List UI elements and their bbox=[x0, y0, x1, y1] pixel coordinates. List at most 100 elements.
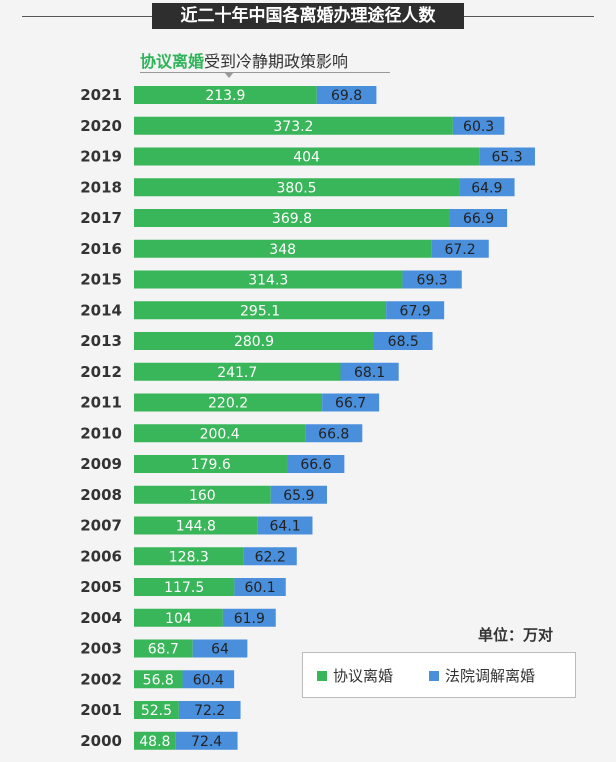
value-label-court: 69.8 bbox=[331, 88, 362, 104]
year-label: 2010 bbox=[80, 424, 122, 442]
bar-court bbox=[243, 547, 297, 566]
bar-court bbox=[374, 332, 433, 350]
value-label-court: 67.9 bbox=[400, 303, 431, 319]
value-label-court: 64 bbox=[211, 642, 229, 658]
value-label-court: 69.3 bbox=[417, 273, 448, 289]
bar-court bbox=[431, 239, 489, 258]
year-label: 2007 bbox=[80, 517, 122, 535]
value-label-agreement: 128.3 bbox=[169, 549, 209, 565]
bar-court bbox=[449, 209, 508, 227]
value-label-agreement: 48.8 bbox=[139, 734, 170, 750]
value-label-agreement: 404 bbox=[293, 150, 320, 166]
value-label-court: 60.3 bbox=[463, 119, 494, 135]
value-label-agreement: 314.3 bbox=[248, 273, 288, 289]
bar-agreement bbox=[134, 516, 258, 535]
bar-agreement bbox=[134, 301, 387, 320]
bar-court bbox=[322, 393, 380, 412]
value-label-court: 65.9 bbox=[283, 488, 314, 504]
year-label: 2004 bbox=[80, 609, 122, 627]
bar-court bbox=[305, 424, 363, 443]
value-label-agreement: 373.2 bbox=[273, 119, 313, 135]
title-rule-right bbox=[464, 16, 594, 17]
unit-label: 单位：万对 bbox=[478, 626, 554, 644]
bar-court bbox=[257, 516, 313, 535]
year-label: 2017 bbox=[80, 209, 122, 227]
value-label-court: 68.1 bbox=[354, 365, 385, 381]
bar-agreement bbox=[134, 147, 480, 166]
bar-agreement bbox=[134, 578, 235, 596]
value-label-court: 66.8 bbox=[318, 426, 349, 442]
legend-item-agreement: 协议离婚 bbox=[317, 665, 393, 686]
year-label: 2013 bbox=[80, 332, 122, 350]
bar-agreement bbox=[134, 731, 176, 750]
bar-agreement bbox=[134, 608, 223, 627]
year-label: 2000 bbox=[80, 732, 122, 750]
bar-court bbox=[182, 670, 235, 689]
year-label: 2009 bbox=[80, 455, 122, 473]
year-label: 2002 bbox=[80, 670, 122, 688]
year-label: 2016 bbox=[80, 240, 122, 258]
bar-court bbox=[287, 455, 345, 473]
value-label-agreement: 179.6 bbox=[191, 457, 231, 473]
value-label-agreement: 56.8 bbox=[143, 672, 174, 688]
value-label-agreement: 348 bbox=[269, 242, 296, 258]
legend-swatch-agreement bbox=[317, 670, 327, 681]
value-label-agreement: 241.7 bbox=[217, 365, 257, 381]
legend-label-court: 法院调解离婚 bbox=[445, 667, 536, 685]
subtitle-underline bbox=[140, 72, 390, 73]
value-label-agreement: 380.5 bbox=[277, 180, 317, 196]
bar-agreement bbox=[134, 332, 375, 350]
value-label-agreement: 68.7 bbox=[148, 642, 179, 658]
value-label-court: 64.9 bbox=[471, 180, 502, 196]
value-label-agreement: 160 bbox=[189, 488, 216, 504]
bar-court bbox=[234, 578, 286, 596]
value-label-agreement: 280.9 bbox=[234, 334, 274, 350]
bar-agreement bbox=[134, 485, 271, 504]
value-label-court: 66.6 bbox=[300, 457, 331, 473]
bar-agreement bbox=[134, 424, 306, 443]
value-label-agreement: 52.5 bbox=[141, 703, 172, 719]
bar-agreement bbox=[134, 86, 317, 104]
value-label-court: 60.1 bbox=[244, 580, 275, 596]
year-label: 2014 bbox=[80, 301, 122, 319]
legend-item-court: 法院调解离婚 bbox=[429, 665, 535, 686]
bar-court bbox=[340, 362, 399, 381]
bar-court bbox=[222, 608, 276, 627]
legend: 协议离婚 法院调解离婚 bbox=[302, 652, 576, 698]
bar-agreement bbox=[134, 639, 193, 658]
bar-agreement bbox=[134, 455, 288, 473]
value-label-court: 72.2 bbox=[194, 703, 225, 719]
year-label: 2006 bbox=[80, 547, 122, 565]
legend-swatch-court bbox=[429, 670, 439, 681]
bar-court bbox=[270, 485, 328, 504]
year-label: 2001 bbox=[80, 701, 122, 719]
year-label: 2012 bbox=[80, 363, 122, 381]
bar-court bbox=[178, 701, 241, 719]
value-label-agreement: 104 bbox=[165, 611, 192, 627]
bar-agreement bbox=[134, 239, 432, 258]
subtitle-highlight: 协议离婚 bbox=[140, 52, 205, 71]
legend-label-agreement: 协议离婚 bbox=[333, 667, 394, 685]
bar-court bbox=[459, 178, 515, 197]
bar-agreement bbox=[134, 209, 450, 227]
year-label: 2003 bbox=[80, 640, 122, 658]
value-label-court: 60.4 bbox=[193, 672, 224, 688]
bar-agreement bbox=[134, 670, 183, 689]
bar-agreement bbox=[134, 362, 341, 381]
value-label-agreement: 144.8 bbox=[176, 519, 216, 535]
value-label-court: 66.9 bbox=[463, 211, 494, 227]
bar-agreement bbox=[134, 270, 403, 289]
value-label-agreement: 213.9 bbox=[205, 88, 245, 104]
year-label: 2020 bbox=[80, 117, 122, 135]
year-label: 2005 bbox=[80, 578, 122, 596]
value-label-court: 72.4 bbox=[191, 734, 222, 750]
value-label-agreement: 369.8 bbox=[272, 211, 312, 227]
bar-agreement bbox=[134, 178, 460, 197]
subtitle-caret bbox=[224, 72, 234, 78]
year-label: 2021 bbox=[80, 86, 122, 104]
value-label-court: 65.3 bbox=[491, 150, 522, 166]
value-label-court: 61.9 bbox=[234, 611, 265, 627]
bar-agreement bbox=[134, 393, 323, 412]
value-label-court: 66.7 bbox=[335, 396, 366, 412]
